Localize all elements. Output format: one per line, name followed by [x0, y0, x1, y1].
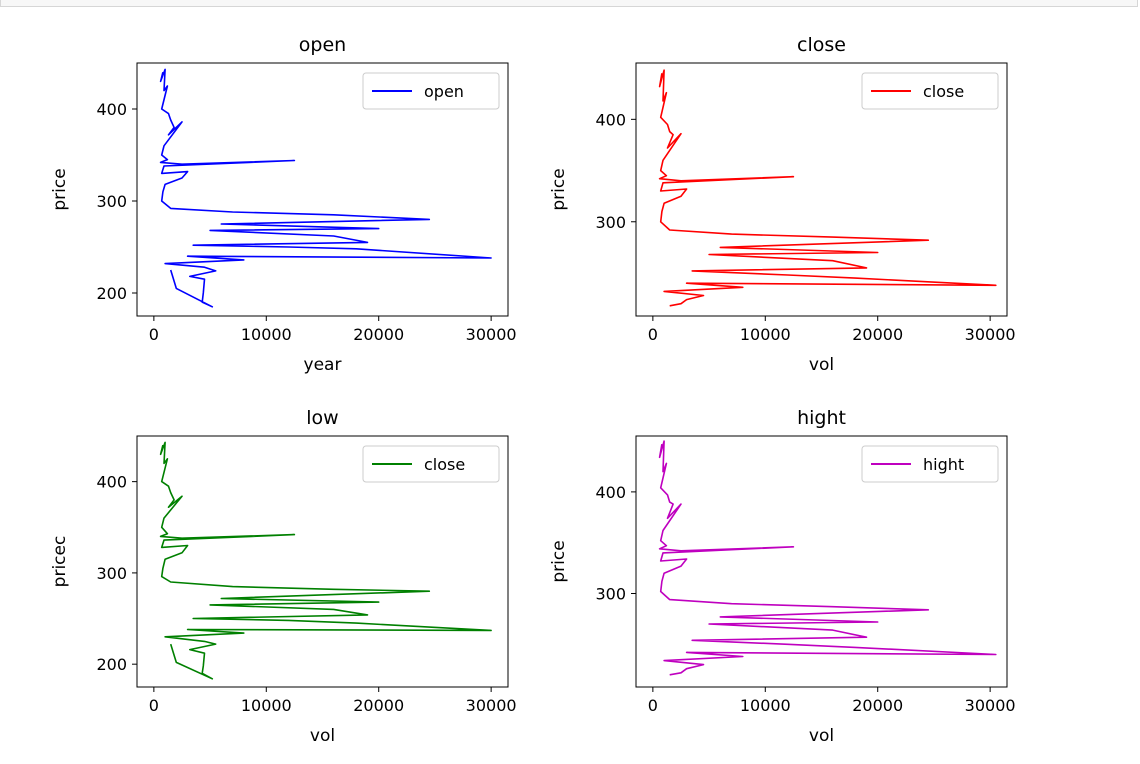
subplot-title: close: [797, 34, 846, 56]
x-tick-label: 10000: [740, 696, 791, 715]
x-tick-label: 30000: [965, 325, 1016, 344]
x-tick-label: 0: [648, 696, 658, 715]
y-tick-label: 400: [595, 110, 626, 129]
x-tick-label: 20000: [353, 696, 404, 715]
y-axis-label: price: [549, 540, 569, 582]
series-line: [658, 440, 997, 676]
y-tick-label: 300: [595, 213, 626, 232]
y-axis-label: pricec: [50, 536, 70, 588]
y-tick-label: 300: [96, 564, 127, 583]
legend: close: [861, 72, 999, 110]
x-tick-label: 0: [149, 325, 159, 344]
x-axis-label: vol: [310, 726, 335, 746]
legend-box: [861, 72, 999, 110]
subplot-3: low 0 10000 20000 30000 200 300 400 vol pricec clo…: [50, 407, 517, 746]
plot-frame: [136, 435, 509, 688]
subplot-title: open: [299, 34, 346, 56]
series-line: [159, 441, 492, 680]
series-line: [159, 68, 492, 308]
y-tick-label: 300: [96, 192, 127, 211]
x-tick-label: 30000: [466, 696, 517, 715]
y-tick-label: 200: [96, 655, 127, 674]
x-axis-label: year: [304, 355, 342, 375]
y-tick-label: 400: [96, 473, 127, 492]
y-axis-label: price: [549, 168, 569, 210]
x-tick-label: 20000: [852, 325, 903, 344]
legend-label: close: [923, 82, 964, 101]
legend: hight: [861, 445, 999, 483]
top-cell-border: [0, 0, 1138, 7]
y-axis-label: price: [50, 168, 70, 210]
x-tick-label: 10000: [740, 325, 791, 344]
x-tick-label: 10000: [241, 325, 292, 344]
y-tick-label: 400: [595, 483, 626, 502]
subplot-title: low: [306, 407, 338, 429]
legend: open: [362, 72, 500, 110]
legend-label: hight: [923, 455, 964, 474]
legend-box: [362, 72, 500, 110]
legend-label: open: [424, 82, 464, 101]
series-line: [658, 69, 997, 307]
y-tick-label: 400: [96, 100, 127, 119]
x-tick-label: 20000: [353, 325, 404, 344]
x-tick-label: 30000: [965, 696, 1016, 715]
y-tick-label: 300: [595, 585, 626, 604]
plot-frame: [635, 62, 1008, 317]
legend-label: close: [424, 455, 465, 474]
x-tick-label: 0: [149, 696, 159, 715]
x-axis-label: vol: [809, 726, 834, 746]
legend-box: [362, 445, 500, 483]
subplot-title: hight: [797, 407, 846, 429]
x-tick-label: 20000: [852, 696, 903, 715]
x-tick-label: 30000: [466, 325, 517, 344]
x-axis-label: vol: [809, 355, 834, 375]
plot-frame: [635, 435, 1008, 688]
subplot-2: close 0 10000 20000 30000 300 400 vol price close: [549, 34, 1016, 375]
x-tick-label: 0: [648, 325, 658, 344]
x-tick-label: 10000: [241, 696, 292, 715]
y-tick-label: 200: [96, 284, 127, 303]
plot-frame: [136, 62, 509, 317]
subplot-4: hight 0 10000 20000 30000 300 400 vol price hight: [549, 407, 1016, 746]
legend-box: [861, 445, 999, 483]
legend: close: [362, 445, 500, 483]
subplot-1: open 0 10000 20000 30000 200 300 400 year price op…: [50, 34, 517, 375]
